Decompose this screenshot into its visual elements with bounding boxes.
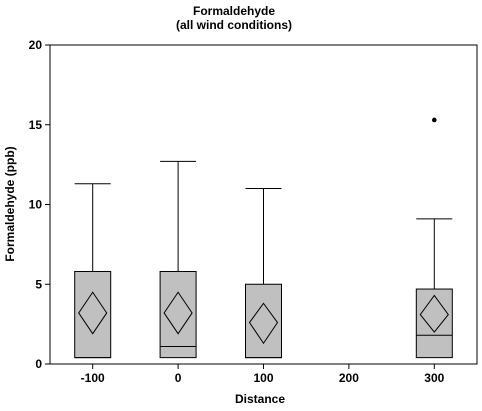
y-tick-label: 10 xyxy=(29,198,43,212)
box-iqr xyxy=(245,283,282,359)
y-tick-label: 0 xyxy=(35,357,42,371)
y-axis: 0 5 10 15 20 xyxy=(29,38,50,371)
mean-diamond xyxy=(419,294,449,333)
x-tick-label: 300 xyxy=(424,371,444,385)
mean-diamond xyxy=(248,302,279,345)
chart-subtitle: (all wind conditions) xyxy=(176,18,292,32)
mean-diamond xyxy=(78,291,108,335)
box-iqr xyxy=(159,270,197,359)
box-series xyxy=(74,117,453,359)
chart-title: Formaldehyde xyxy=(193,4,275,18)
mean-diamond xyxy=(163,291,193,335)
y-tick-label: 20 xyxy=(29,38,43,52)
outlier-point xyxy=(432,117,437,123)
x-tick-label: 100 xyxy=(253,371,273,385)
y-tick-label: 5 xyxy=(35,277,42,291)
x-tick-label: -100 xyxy=(81,371,105,385)
x-axis-label: Distance xyxy=(235,392,285,406)
x-axis: -100 0 100 200 300 xyxy=(81,364,445,385)
x-tick-label: 0 xyxy=(175,371,182,385)
box-iqr xyxy=(415,288,453,359)
y-tick-label: 15 xyxy=(29,118,43,132)
x-tick-label: 200 xyxy=(339,371,359,385)
y-axis-label: Formaldehyde (ppb) xyxy=(3,146,17,261)
